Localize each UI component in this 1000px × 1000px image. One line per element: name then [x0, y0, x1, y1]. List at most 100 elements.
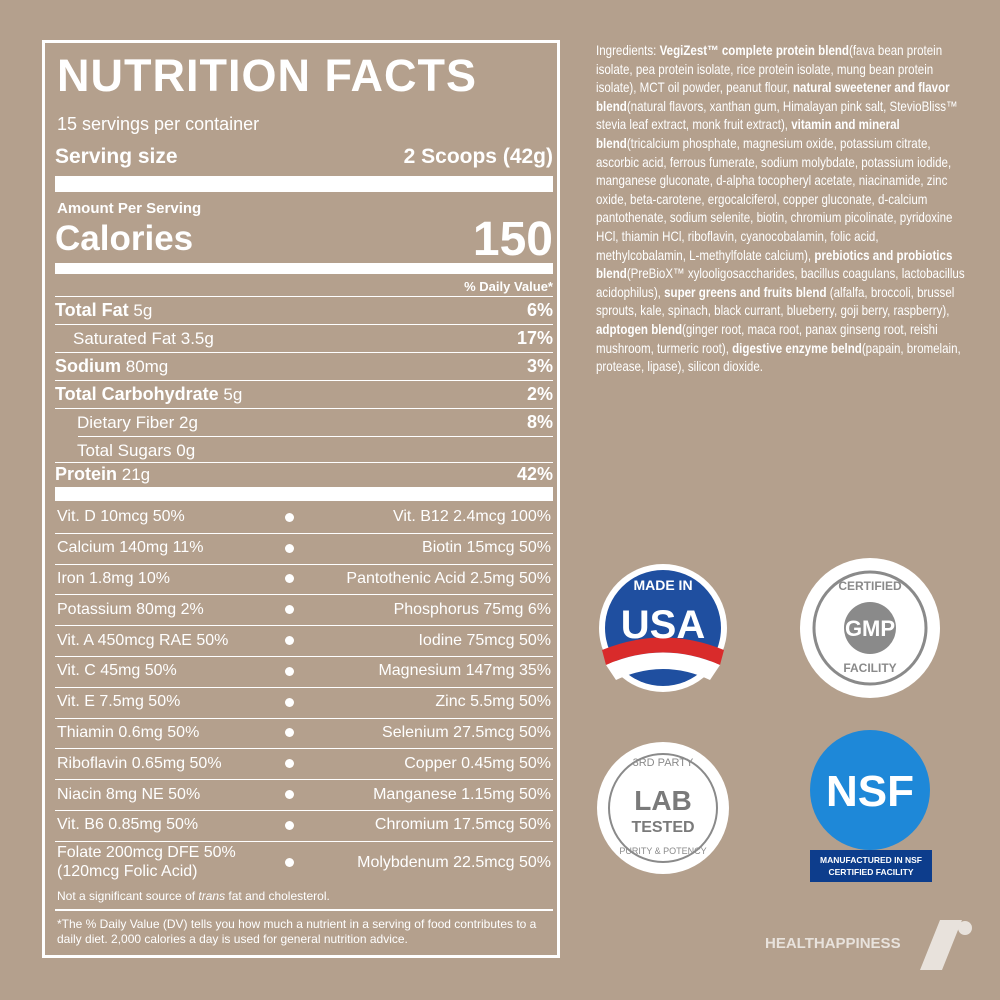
vitamin-right: Selenium 27.5mcg 50%: [382, 723, 551, 741]
nutrient-amount: 3.5g: [180, 328, 214, 348]
rule: [55, 779, 553, 781]
rule: [55, 380, 553, 381]
badge-text: MANUFACTURED IN NSF: [820, 855, 922, 865]
nutrient-row: Total Fat 5g 6%: [55, 297, 553, 324]
nutrient-name: Saturated Fat: [73, 328, 177, 348]
footnote: *The % Daily Value (DV) tells you how mu…: [57, 917, 537, 946]
nutrient: Total Fat 5g: [55, 300, 152, 321]
badge-center: [844, 602, 896, 654]
lab-badge: 3RD PARTY LAB TESTED PURITY & POTENCY: [597, 742, 729, 874]
badge-disc: [810, 730, 930, 850]
ingredient-text: (PreBioX™ xylooligosaccharides, bacillus…: [596, 266, 965, 300]
bullet: [285, 543, 294, 553]
vitamin-row: Vit. A 450mcg RAE 50% Iodine 75mcg 50%: [55, 625, 553, 656]
calories-label: Calories: [55, 219, 194, 258]
vitamin-left: Vit. E 7.5mg 50%: [57, 693, 181, 711]
ingredient-text: (alfalfa, broccoli, brussel sprouts, kal…: [596, 284, 955, 319]
bullet: [285, 759, 294, 769]
gmp-badge: CERTIFIED GMP FACILITY: [800, 558, 940, 698]
badge-main: USA: [621, 603, 705, 647]
nutrient-name: Protein: [55, 464, 118, 484]
dv-header: % Daily Value*: [464, 278, 553, 294]
amount-per-serving: Amount Per Serving: [57, 200, 202, 217]
nutrient-dv: 2%: [526, 384, 553, 404]
badge-main: TESTED: [631, 819, 694, 836]
vitamin-left: Vit. A 450mcg RAE 50%: [57, 631, 229, 649]
badge-main: NSF: [826, 767, 914, 816]
nutrient: Protein 21g: [55, 464, 150, 485]
rule: [55, 840, 553, 842]
vitamin-left: Vit. D 10mcg 50%: [57, 508, 185, 526]
vitamin-row: Vit. C 45mg 50% Magnesium 147mg 35%: [55, 656, 553, 687]
vitamin-left: Calcium 140mg 11%: [57, 539, 204, 557]
rule: [55, 909, 553, 911]
ingredient-text: (tricalcium phosphate, magnesium oxide, …: [596, 135, 953, 263]
note-text: Not a significant source of: [57, 889, 199, 903]
vitamin-left: Niacin 8mg NE 50%: [57, 785, 201, 803]
brand-logo: [920, 920, 962, 970]
vitamin-right: Manganese 1.15mg 50%: [373, 785, 551, 803]
serving-size: 2 Scoops (42g): [403, 145, 553, 168]
ingredient-blend: vitamin and mineral blend: [596, 117, 900, 151]
badge-ring: [812, 570, 928, 686]
note-text: fat and cholesterol.: [225, 889, 330, 903]
vitamin-right: Iodine 75mcg 50%: [418, 631, 551, 649]
vitamin-left: Vit. B6 0.85mg 50%: [57, 816, 199, 834]
serving-size-label: Serving size: [55, 145, 178, 168]
nutrient-row: Total Carbohydrate 5g 2%: [55, 381, 553, 408]
vitamin-left: Potassium 80mg 2%: [57, 600, 204, 618]
rule: [55, 532, 553, 534]
calories-value: 150: [472, 212, 553, 266]
nutrient: Total Carbohydrate 5g: [55, 384, 242, 405]
nutrient-amount: 2g: [179, 412, 198, 432]
vitamin-left: Thiamin 0.6mg 50%: [57, 723, 200, 741]
nsf-badge: NSF MANUFACTURED IN NSF CERTIFIED FACILI…: [810, 730, 932, 882]
vitamin-row: Folate 200mcg DFE 50% (120mcg Folic Acid)…: [55, 841, 553, 885]
serving-row: Serving size 2 Scoops (42g): [55, 144, 553, 170]
flag-stripe: [602, 637, 724, 665]
ingredient-blend: super greens and fruits blend: [664, 284, 827, 300]
ingredient-text: Ingredients:: [596, 43, 660, 58]
bullet: [285, 666, 294, 676]
thick-rule: [55, 176, 553, 192]
badge-main: GMP: [845, 616, 895, 641]
bullet: [285, 728, 294, 738]
rule: [55, 625, 553, 627]
vitamin-right: Chromium 17.5mcg 50%: [374, 816, 551, 834]
vitamin-right: Zinc 5.5mg 50%: [435, 693, 551, 711]
badge-text: 3RD PARTY: [633, 757, 694, 769]
note-italic: trans: [198, 889, 226, 903]
nutrient-dv: 3%: [526, 356, 553, 376]
vitamin-right: Phosphorus 75mg 6%: [393, 600, 551, 618]
rule: [55, 656, 553, 657]
thick-rule: [55, 487, 553, 501]
rule: [78, 436, 553, 437]
dv-header-row: % Daily Value*: [55, 277, 553, 295]
vitamin-right: Pantothenic Acid 2.5mg 50%: [346, 569, 551, 587]
badge-ring: [608, 753, 718, 863]
nutrient-amount: 0g: [176, 440, 196, 460]
rule: [55, 462, 553, 463]
nutrient: Sodium 80mg: [55, 356, 168, 377]
badge-text: PURITY & POTENCY: [619, 846, 706, 856]
badge-text: CERTIFIED: [838, 579, 902, 593]
vitamin-row: Iron 1.8mg 10% Pantothenic Acid 2.5mg 50%: [55, 564, 553, 595]
note: Not a significant source of trans fat an…: [57, 889, 330, 903]
vitamin-left: Iron 1.8mg 10%: [57, 569, 170, 587]
nutrient-name: Sodium: [55, 356, 121, 376]
calories-row: Calories 150: [55, 212, 553, 266]
ingredient-blend: digestive enzyme belnd: [732, 340, 862, 356]
ingredient-text: (papain, bromelain, protease, lipase), s…: [596, 340, 961, 375]
nutrition-title: NUTRITION FACTS: [57, 50, 477, 101]
vitamin-right: Vit. B12 2.4mcg 100%: [392, 508, 551, 526]
vitamin-right: Biotin 15mcg 50%: [422, 539, 551, 557]
nutrient-name: Dietary Fiber: [77, 412, 175, 432]
nutrient-name: Total Fat: [55, 300, 129, 320]
badge-text: MADE IN: [633, 577, 692, 593]
badge-banner: [810, 850, 932, 882]
badges: MADE IN USA CERTIFIED GMP FACILITY 3RD P…: [597, 558, 972, 970]
vitamin-row: Vit. D 10mcg 50% Vit. B12 2.4mcg 100%: [55, 502, 553, 533]
rule: [55, 563, 553, 565]
vitamin-row: Riboflavin 0.65mg 50% Copper 0.45mg 50%: [55, 748, 553, 779]
vitamin-left-note: (120mcg Folic Acid): [57, 862, 198, 880]
